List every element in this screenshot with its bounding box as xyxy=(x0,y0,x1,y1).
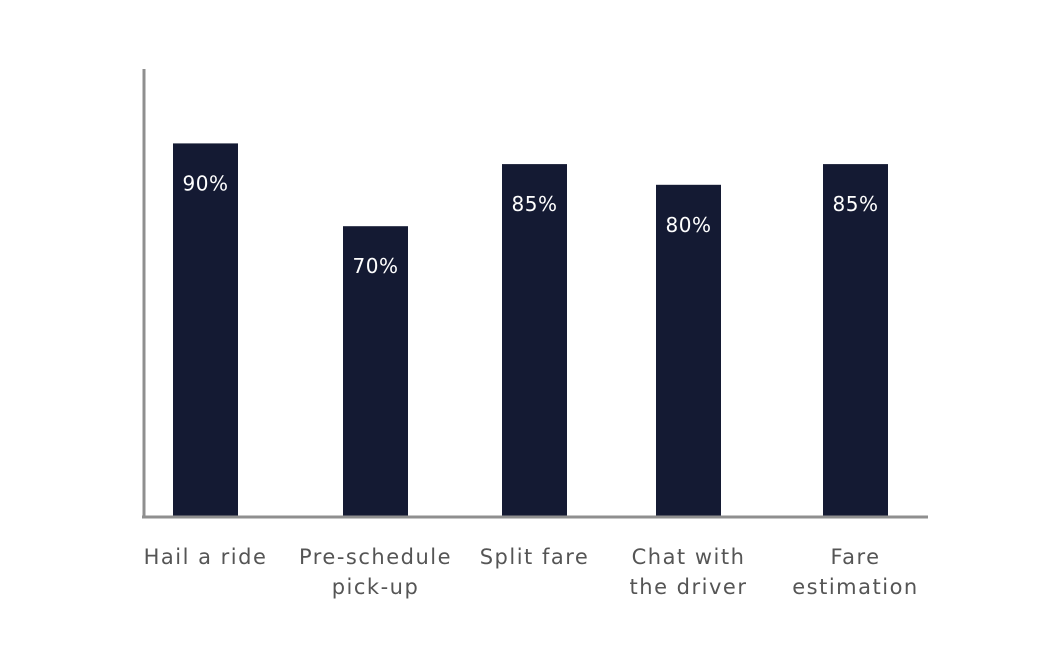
bar-4 xyxy=(823,164,888,516)
bar-value-label: 80% xyxy=(666,213,712,237)
x-tick-label: Split fare xyxy=(480,545,590,569)
category-labels-group: Hail a ride Pre-schedule pick-up Split fare… xyxy=(144,545,918,599)
bars-group xyxy=(173,143,888,517)
x-tick-label: estimation xyxy=(792,575,918,599)
bar-1 xyxy=(343,226,408,516)
bar-3 xyxy=(656,184,721,517)
bar-value-label: 70% xyxy=(353,254,399,278)
bar-0 xyxy=(173,143,238,516)
x-tick-label: Chat with xyxy=(632,545,746,569)
x-tick-label: pick-up xyxy=(332,575,420,599)
x-tick-label: Hail a ride xyxy=(144,545,268,569)
x-tick-label: the driver xyxy=(630,575,748,599)
bar-value-label: 85% xyxy=(512,192,558,216)
bar-value-label: 90% xyxy=(183,171,229,195)
x-tick-label: Fare xyxy=(830,545,880,569)
value-labels-group: 90% 70% 85% 80% 85% xyxy=(183,171,879,278)
bar-2 xyxy=(502,164,567,516)
x-tick-label: Pre-schedule xyxy=(299,545,452,569)
bar-value-label: 85% xyxy=(833,192,879,216)
